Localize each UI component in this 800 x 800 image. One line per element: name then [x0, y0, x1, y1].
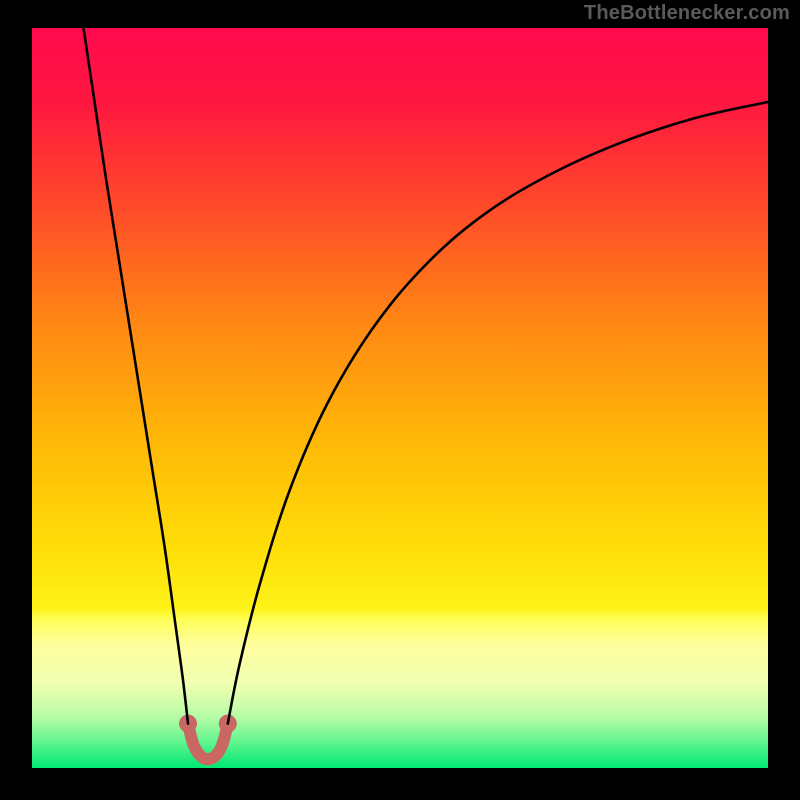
- watermark-text: TheBottlenecker.com: [584, 2, 790, 25]
- bottleneck-curve-left: [84, 28, 189, 724]
- chart-curves-layer: [32, 28, 768, 768]
- bottleneck-chart: [32, 28, 768, 768]
- bottleneck-curve-right: [228, 102, 768, 724]
